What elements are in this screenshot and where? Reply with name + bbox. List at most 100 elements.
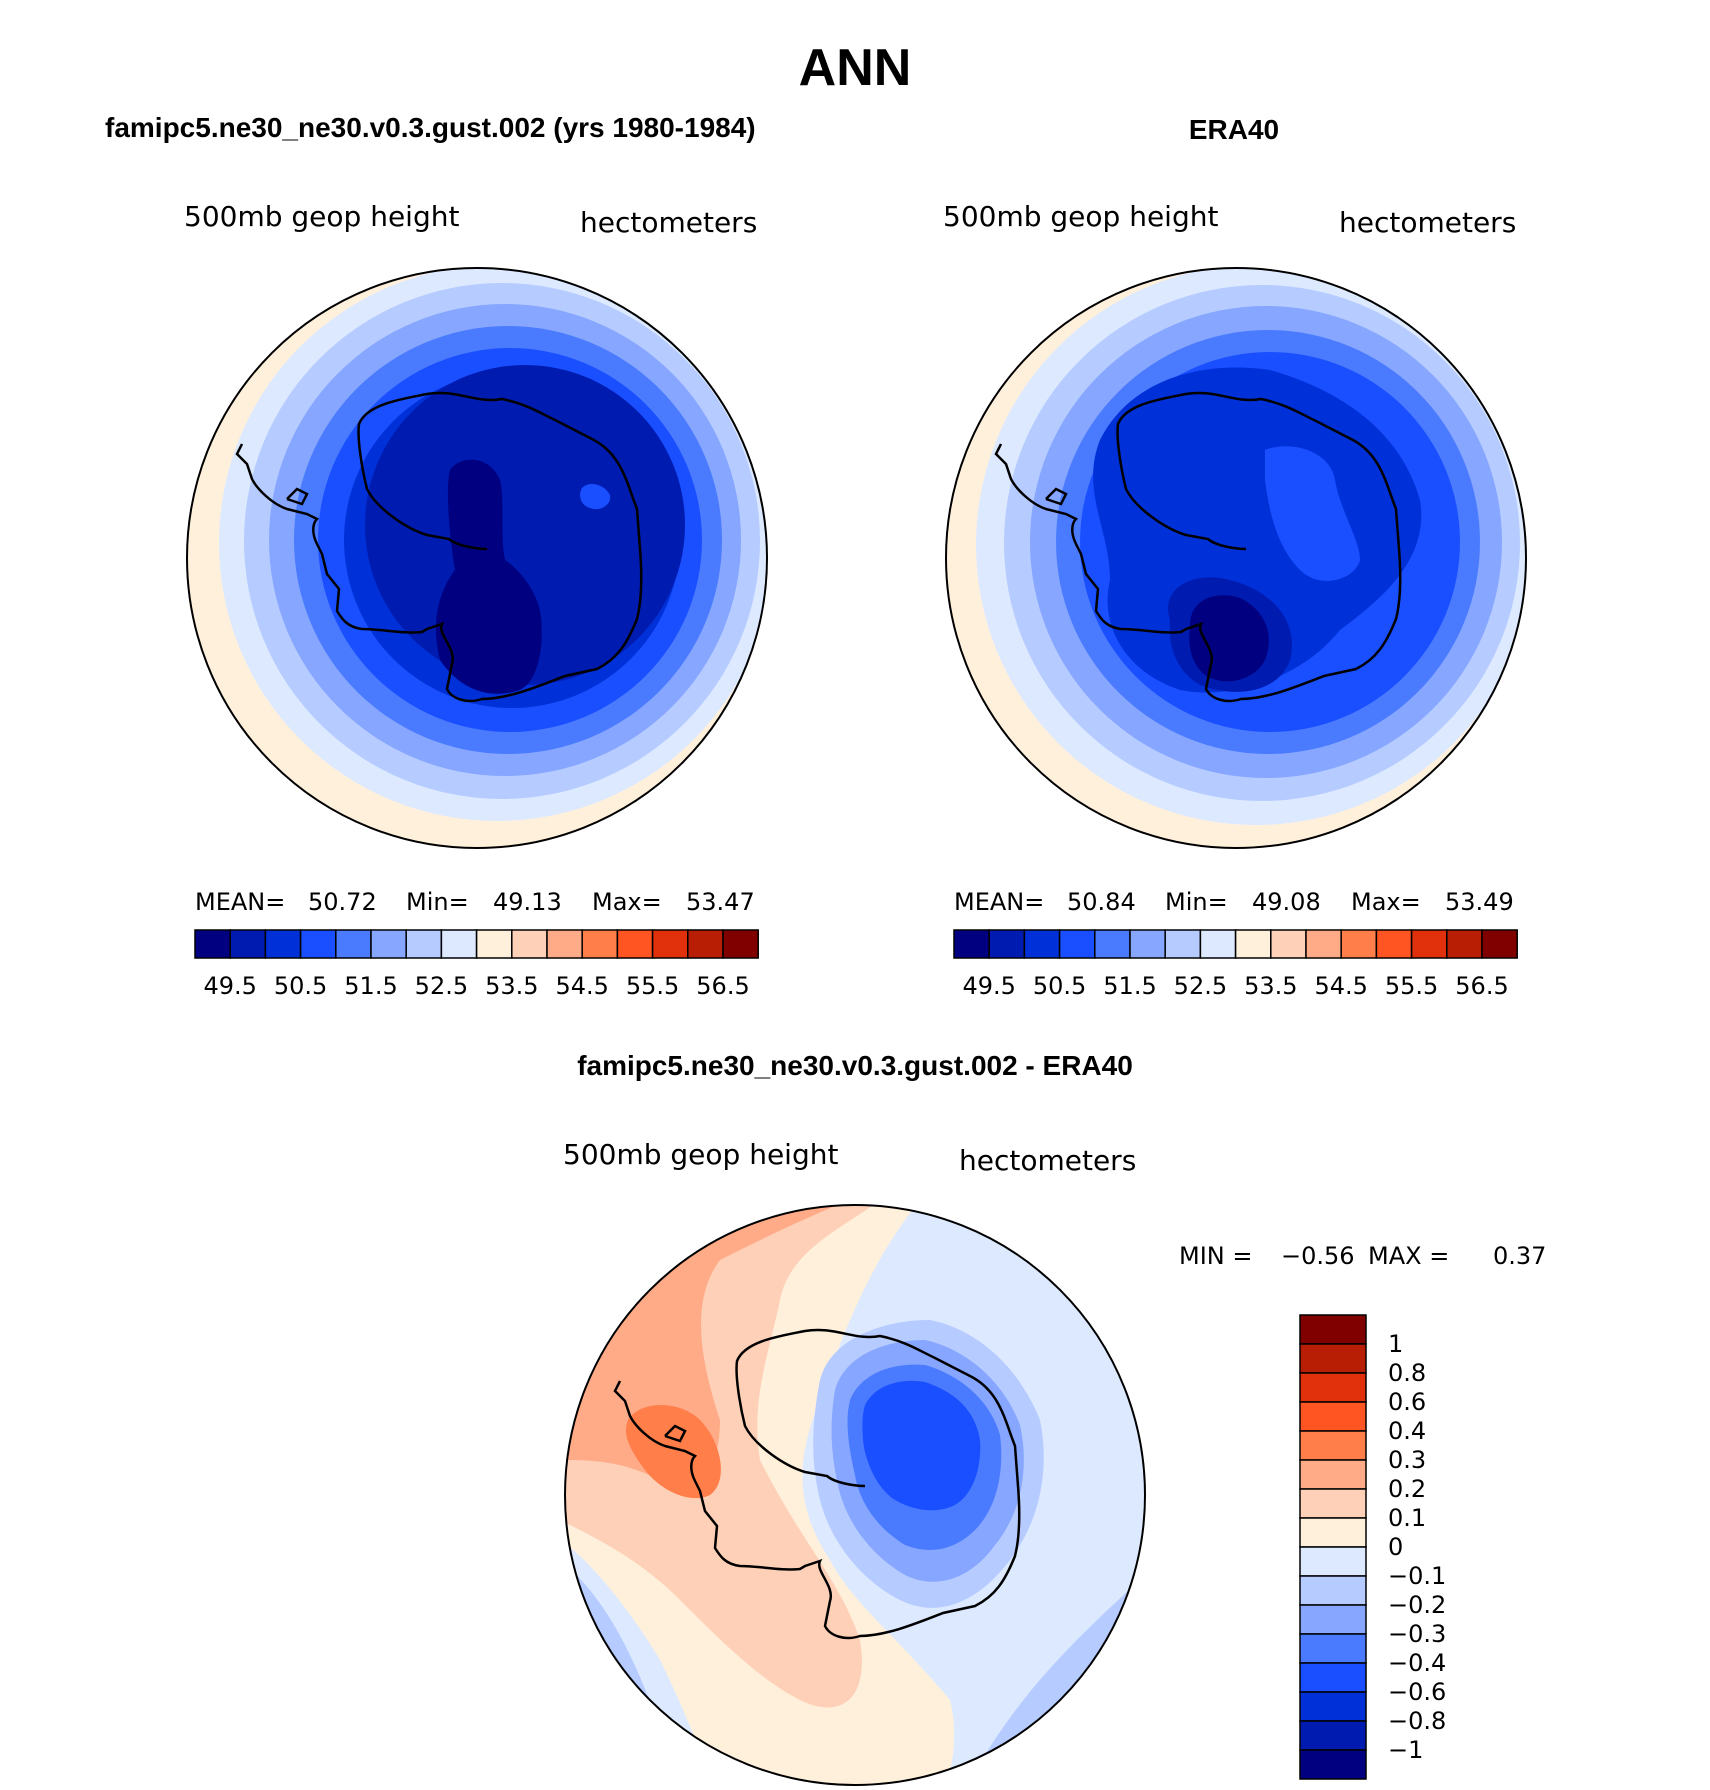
min-label: Min= (406, 888, 469, 916)
contour-min (1189, 595, 1269, 682)
colorbar-swatch (546, 929, 583, 959)
max-value: 53.47 (686, 888, 755, 916)
colorbar-label: 55.5 (626, 972, 679, 1000)
colorbar-swatch (335, 929, 372, 959)
colorbar-swatch (1299, 1343, 1367, 1374)
colorbar-swatch (581, 929, 619, 959)
colorbar-label: 56.5 (1455, 972, 1508, 1000)
colorbar-label: 0.8 (1388, 1359, 1426, 1387)
map-border (945, 267, 1527, 849)
colorbar-label: 0.6 (1388, 1388, 1426, 1416)
min-value: 49.13 (493, 888, 562, 916)
figure-title: ANN (799, 39, 912, 97)
colorbar-label: 52.5 (415, 972, 468, 1000)
colorbar-label: 0.3 (1388, 1446, 1426, 1474)
colorbar-label: −0.6 (1388, 1678, 1446, 1706)
colorbar-swatch (616, 929, 654, 959)
colorbar-swatch (511, 929, 548, 959)
colorbar-swatch (1299, 1720, 1367, 1751)
colorbar-swatch (1058, 929, 1096, 959)
colorbar-swatch (651, 929, 689, 959)
colorbar-label: 54.5 (1314, 972, 1367, 1000)
colorbar-swatch (1129, 929, 1166, 959)
max-label: Max= (592, 888, 662, 916)
contour-band (1100, 1680, 1145, 1785)
colorbar-swatch (988, 929, 1026, 959)
colorbar-label: −0.2 (1388, 1591, 1446, 1619)
map-border (186, 267, 768, 849)
colorbar-swatch (1299, 1372, 1367, 1403)
mean-label: MEAN= (195, 888, 285, 916)
colorbar-label: 0.4 (1388, 1417, 1426, 1445)
min-label: Min= (1165, 888, 1228, 916)
colorbar-swatch (1305, 929, 1342, 959)
colorbar-label: 0.2 (1388, 1475, 1426, 1503)
colorbar-swatch (440, 929, 478, 959)
min-value: −0.56 (1281, 1242, 1355, 1270)
field-label: 500mb geop height (943, 200, 1218, 233)
colorbar-swatch (687, 929, 724, 959)
model-panel: 500mb geop height hectometers MEAN= 50.7… (184, 200, 768, 1000)
colorbar-label: 50.5 (274, 972, 327, 1000)
colorbar-label: −0.8 (1388, 1707, 1446, 1735)
min-value: 49.08 (1252, 888, 1321, 916)
contour-min (435, 459, 542, 694)
era40-map (946, 268, 1526, 848)
units-label: hectometers (580, 206, 757, 239)
colorbar-swatch (1023, 929, 1061, 959)
contour-band (625, 1405, 721, 1499)
colorbar-swatch (475, 929, 513, 959)
colorbar-label: 53.5 (485, 972, 538, 1000)
colorbar-label: 1 (1388, 1330, 1403, 1358)
colorbar-swatch (1299, 1314, 1367, 1345)
right-panel-title: ERA40 (1189, 114, 1279, 145)
max-value: 0.37 (1493, 1242, 1546, 1270)
colorbar: 49.5 50.5 51.5 52.5 53.5 54.5 55.5 56.5 (953, 929, 1518, 1000)
colorbar-label: −0.1 (1388, 1562, 1446, 1590)
colorbar-swatch (1270, 929, 1307, 959)
colorbar-label: 50.5 (1033, 972, 1086, 1000)
colorbar-swatch (1299, 1488, 1367, 1519)
colorbar-swatch (405, 929, 443, 959)
colorbar-label: 54.5 (555, 972, 608, 1000)
left-panel-title: famipc5.ne30_ne30.v0.3.gust.002 (yrs 198… (105, 112, 756, 143)
colorbar-label: −0.4 (1388, 1649, 1446, 1677)
model-map (187, 268, 767, 848)
colorbar-swatch (370, 929, 407, 959)
colorbar-swatch (264, 929, 302, 959)
colorbar-swatch (1299, 1459, 1367, 1490)
colorbar-swatch (1234, 929, 1272, 959)
colorbar-swatch (1199, 929, 1237, 959)
colorbar-swatch (299, 929, 337, 959)
colorbar-swatch (1446, 929, 1483, 959)
colorbar-swatch (1299, 1575, 1367, 1606)
colorbar-label: 53.5 (1244, 972, 1297, 1000)
era40-panel: 500mb geop height hectometers MEAN= 50.8… (943, 200, 1527, 1000)
colorbar-swatch (1340, 929, 1378, 959)
colorbar-swatch (1299, 1401, 1367, 1432)
colorbar-swatch (722, 929, 759, 959)
colorbar-swatch (1299, 1662, 1367, 1693)
colorbar-label: 52.5 (1174, 972, 1227, 1000)
colorbar-label: −1 (1388, 1736, 1423, 1764)
colorbar-label: 56.5 (696, 972, 749, 1000)
colorbar-swatch (1299, 1430, 1367, 1461)
map-border (564, 1204, 1146, 1786)
colorbar: 10.80.60.40.30.20.10−0.1−0.2−0.3−0.4−0.6… (1299, 1314, 1446, 1780)
colorbar-swatch (1094, 929, 1131, 959)
mean-value: 50.84 (1067, 888, 1136, 916)
units-label: hectometers (1339, 206, 1516, 239)
contour-min (862, 1380, 981, 1511)
colorbar-swatch (1299, 1604, 1367, 1635)
diff-panel-title: famipc5.ne30_ne30.v0.3.gust.002 - ERA40 (577, 1050, 1133, 1081)
colorbar-swatch (953, 929, 990, 959)
colorbar-swatch (1299, 1749, 1367, 1780)
colorbar-label: 0.1 (1388, 1504, 1426, 1532)
mean-value: 50.72 (308, 888, 377, 916)
max-label: MAX = (1368, 1242, 1449, 1270)
min-label: MIN = (1179, 1242, 1252, 1270)
colorbar-label: 55.5 (1385, 972, 1438, 1000)
colorbar-swatch (1299, 1517, 1367, 1548)
colorbar-swatch (194, 929, 231, 959)
